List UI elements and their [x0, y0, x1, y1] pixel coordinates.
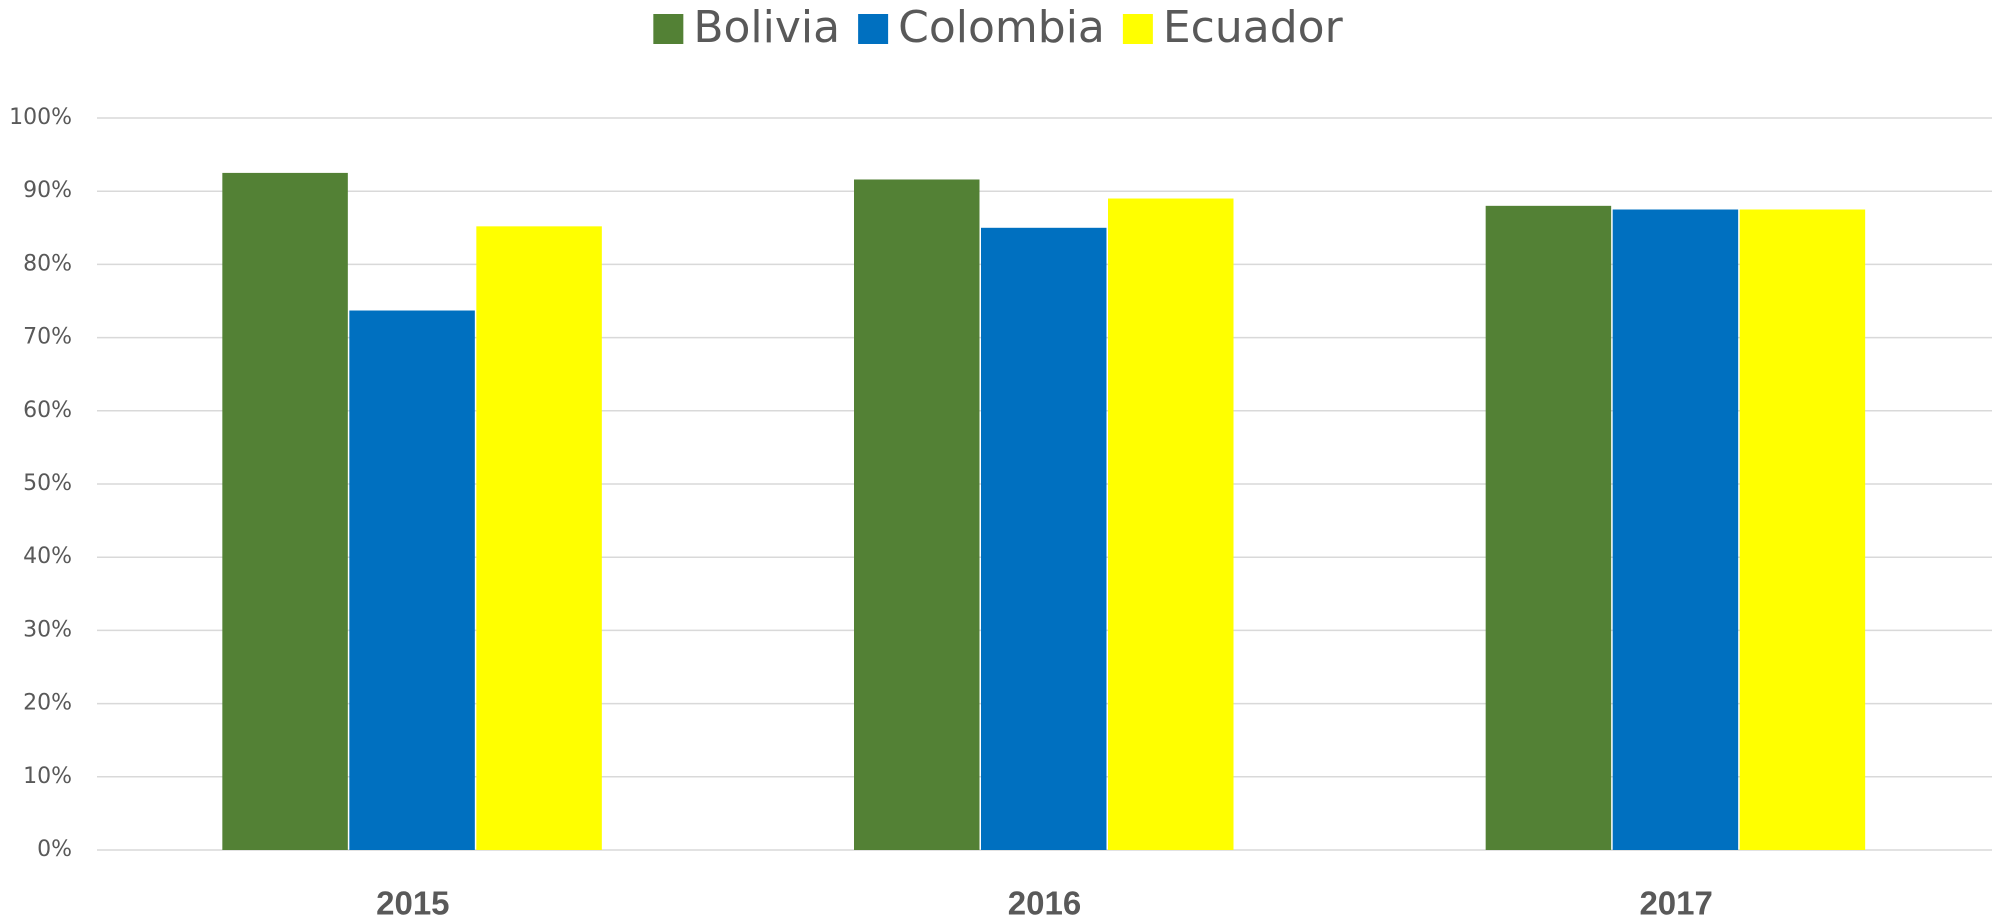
- bar: [349, 310, 475, 850]
- bar: [981, 227, 1107, 851]
- y-tick-label: 70%: [23, 325, 72, 350]
- legend-label: Colombia: [898, 2, 1105, 53]
- y-tick-label: 40%: [23, 544, 72, 569]
- bar: [854, 179, 980, 850]
- y-tick-label: 0%: [37, 837, 72, 862]
- x-tick-label: 2015: [376, 885, 449, 922]
- y-tick-label: 10%: [23, 764, 72, 789]
- bar: [1612, 209, 1739, 850]
- x-tick-label: 2016: [1008, 885, 1081, 922]
- y-tick-label: 30%: [23, 617, 72, 642]
- bar: [1108, 198, 1234, 850]
- y-tick-label: 60%: [23, 398, 72, 423]
- bar: [476, 226, 602, 850]
- bar: [222, 172, 348, 850]
- x-tick-label: 2017: [1639, 885, 1712, 922]
- legend-swatch: [653, 14, 684, 44]
- legend-label: Bolivia: [693, 2, 840, 53]
- bar: [1485, 205, 1612, 851]
- legend-label: Ecuador: [1163, 2, 1344, 53]
- y-tick-label: 20%: [23, 691, 72, 716]
- y-tick-label: 50%: [23, 471, 72, 496]
- legend-swatch: [858, 14, 889, 44]
- y-tick-label: 90%: [23, 178, 72, 203]
- bar: [1739, 209, 1866, 850]
- y-tick-label: 80%: [23, 251, 72, 276]
- legend-swatch: [1122, 14, 1153, 44]
- y-tick-label: 100%: [9, 105, 72, 130]
